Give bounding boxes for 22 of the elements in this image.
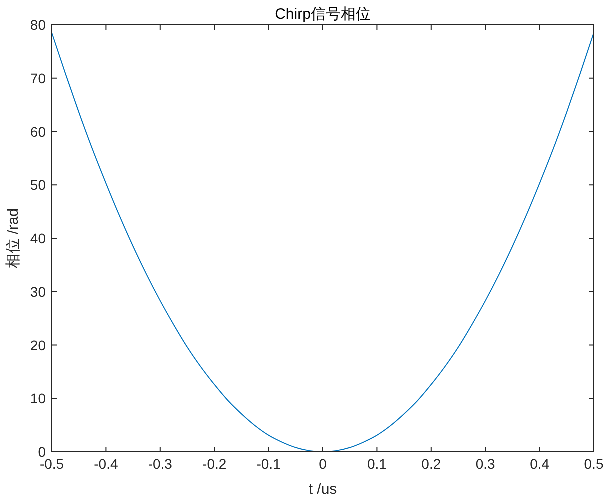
x-tick-label: -0.1 — [256, 456, 282, 472]
y-tick-label: 30 — [30, 284, 46, 300]
x-tick-label: 0.3 — [476, 456, 496, 472]
y-tick-label: 70 — [30, 70, 46, 86]
x-tick-label: 0.5 — [584, 456, 604, 472]
x-tick-label: -0.2 — [202, 456, 227, 472]
y-tick-label: 60 — [30, 124, 46, 140]
y-tick-label: 40 — [30, 230, 46, 246]
y-tick-label: 50 — [30, 177, 46, 194]
x-tick-label: 0 — [319, 456, 328, 472]
x-tick-label: 0.4 — [530, 456, 550, 472]
x-tick-label: 0.2 — [422, 456, 442, 472]
x-tick-label: -0.4 — [94, 456, 118, 472]
x-tick-label: -0.3 — [148, 456, 173, 472]
y-tick-label: 10 — [30, 390, 46, 407]
y-tick-label: 80 — [30, 17, 46, 33]
x-axis-title: t /us — [308, 481, 338, 498]
y-axis-title: 相位 /rad — [5, 208, 22, 269]
line-series — [52, 32, 594, 452]
chart-title: Chirp信号相位 — [275, 6, 371, 23]
y-tick-label: 20 — [30, 337, 46, 354]
x-tick-label: 0.1 — [367, 456, 388, 472]
